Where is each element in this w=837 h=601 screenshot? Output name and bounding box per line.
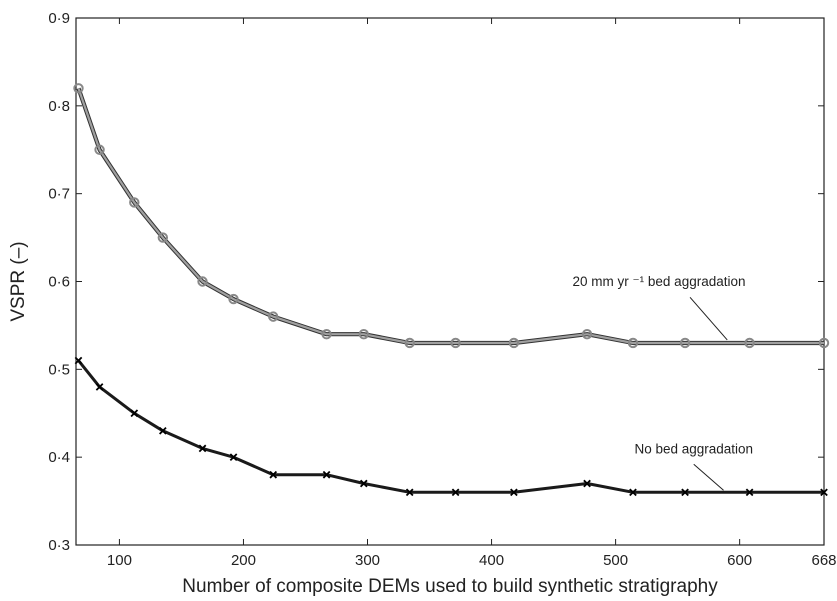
data-point [197, 276, 208, 287]
data-point [268, 311, 279, 322]
data-point [745, 488, 754, 497]
x-tick-label: 400 [479, 552, 504, 569]
data-point [228, 293, 239, 305]
x-tick-label: 600 [727, 552, 752, 569]
y-tick-label: 0·8 [48, 98, 70, 115]
data-point [358, 329, 369, 340]
data-point [405, 488, 414, 497]
annotation-leader [689, 296, 728, 341]
data-point [269, 470, 278, 479]
data-point [158, 426, 167, 435]
data-point [450, 337, 461, 349]
data-point [744, 337, 755, 349]
data-point [130, 409, 139, 418]
data-point [322, 470, 331, 479]
x-tick-label: 100 [107, 552, 132, 569]
y-tick-label: 0·5 [48, 361, 70, 378]
data-point [627, 337, 639, 349]
data-point [321, 329, 332, 340]
data-point [451, 488, 460, 497]
data-point [629, 488, 637, 497]
data-point [681, 488, 689, 497]
series-line [77, 87, 824, 345]
y-tick-label: 0·4 [48, 449, 70, 466]
data-point [404, 337, 415, 349]
x-tick-label: 300 [355, 552, 380, 569]
data-point [129, 197, 140, 208]
data-point [157, 232, 169, 243]
data-point [581, 329, 593, 340]
y-tick-label: 0·3 [48, 537, 70, 554]
data-point [198, 444, 207, 453]
data-point [820, 488, 828, 497]
data-point [818, 337, 830, 349]
data-point [679, 337, 691, 349]
series-annotation-aggradation: 20 mm yr ⁻¹ bed aggradation [573, 274, 746, 289]
data-point [74, 356, 83, 365]
x-tick-label: 200 [231, 552, 256, 569]
data-point [95, 383, 104, 391]
y-tick-label: 0·7 [48, 186, 70, 203]
data-point [73, 83, 84, 94]
x-axis-label: Number of composite DEMs used to build s… [182, 576, 718, 597]
data-point [229, 453, 238, 462]
y-axis-label: VSPR (–) [8, 241, 29, 321]
y-tick-label: 0·6 [48, 274, 70, 291]
x-tick-label: 500 [603, 552, 628, 569]
data-point [359, 479, 368, 488]
data-point [94, 144, 105, 155]
annotation-leader [693, 463, 724, 491]
series-line-outline [76, 87, 824, 346]
series-annotation-no-aggradation: No bed aggradation [634, 442, 753, 457]
data-point [510, 488, 518, 497]
series-line [77, 359, 824, 494]
data-point [583, 479, 591, 488]
x-tick-label: 668 [811, 552, 836, 569]
data-point [508, 337, 520, 349]
y-tick-label: 0·9 [48, 10, 70, 27]
